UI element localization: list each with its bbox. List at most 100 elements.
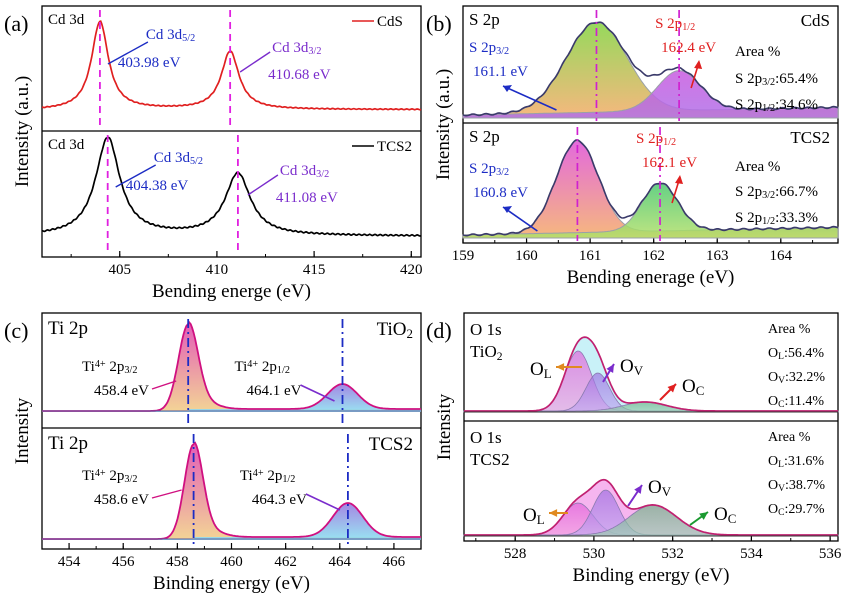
peak-value: 162.4 eV	[661, 40, 716, 56]
component-label: OV	[648, 477, 672, 499]
area-value: OC:29.7%	[768, 502, 825, 518]
area-title: Area %	[735, 159, 780, 175]
x-axis-label: Bending energe (eV)	[152, 281, 311, 302]
spectrum-line	[41, 20, 422, 111]
x-tick-label: 454	[58, 554, 81, 570]
x-axis-label: Binding energy (eV)	[153, 573, 310, 594]
legend-label: CdS	[377, 14, 403, 30]
annotation-arrowhead	[503, 85, 512, 92]
x-tick-label: 464	[329, 554, 352, 570]
y-axis-label: Intensity	[434, 393, 455, 460]
subplot-sample-label: TiO2	[377, 319, 413, 341]
peak-value: 464.1 eV	[246, 383, 301, 399]
area-value: S 2p1/2:34.6%	[735, 97, 818, 114]
panel-a: (a) 405 410 415 420 Bending energe (eV) Intens…	[4, 5, 423, 302]
subplot-sample-label: TCS2	[470, 450, 510, 469]
annotation-arrowhead	[675, 175, 684, 184]
component-label: OC	[714, 504, 736, 526]
panel-label: (a)	[4, 11, 28, 36]
x-tick-label: 159	[452, 248, 475, 264]
component-label: OL	[530, 359, 552, 381]
peak-value: 411.08 eV	[276, 190, 338, 206]
envelope-line	[462, 21, 839, 117]
area-title: Area %	[768, 322, 811, 337]
subplot-sample-label: TCS2	[369, 434, 413, 455]
peak-label: Cd 3d3/2	[272, 40, 321, 57]
panel-c: (c) 454 456 458 460 462 464 466 Binding energy (…	[4, 312, 422, 594]
area-value: S 2p3/2:66.7%	[735, 184, 818, 201]
panel-frame	[41, 312, 422, 550]
component-label: OL	[523, 505, 545, 527]
annotation-arrowhead	[699, 512, 708, 520]
peak-value: 404.38 eV	[126, 178, 189, 194]
annotation-arrow	[151, 489, 182, 499]
area-value: S 2p1/2:33.3%	[735, 210, 818, 227]
x-tick-label: 160	[515, 248, 538, 264]
y-axis-label: Intensity	[12, 397, 33, 464]
peak-value: 410.68 eV	[268, 67, 331, 83]
subplot-element-label: O 1s	[470, 428, 502, 447]
peak-label: S 2p3/2	[469, 40, 509, 57]
peak-label: Ti4+ 2p1/2	[240, 468, 295, 485]
panel-label: (c)	[4, 318, 28, 343]
component-label: OV	[620, 356, 644, 378]
x-tick-label: 161	[579, 248, 602, 264]
x-axis-label: Bending enerage (eV)	[567, 267, 735, 288]
peak-label: S 2p1/2	[636, 131, 676, 148]
subplot-element-label: Ti 2p	[48, 318, 88, 339]
x-tick-label: 536	[819, 546, 842, 562]
peak-value: 160.8 eV	[473, 185, 528, 201]
annotation-arrowhead	[606, 364, 614, 373]
component-label: OC	[682, 376, 704, 398]
peak-label: S 2p1/2	[655, 16, 695, 33]
x-tick-label: 532	[661, 546, 684, 562]
annotation-arrowhead	[634, 485, 642, 494]
annotation-arrow	[502, 206, 538, 232]
x-tick-label: 164	[770, 248, 793, 264]
area-value: OL:56.4%	[768, 346, 824, 362]
peak-value: 162.1 eV	[642, 155, 697, 171]
annotation-arrow	[151, 380, 177, 390]
peak-label: S 2p3/2	[469, 161, 509, 178]
x-tick-label: 420	[400, 262, 423, 278]
panel-label: (d)	[426, 318, 452, 343]
peak-label: Ti4+ 2p3/2	[82, 359, 137, 376]
x-axis-label: Binding energy (eV)	[573, 565, 730, 586]
peak-label: Ti4+ 2p1/2	[234, 359, 289, 376]
peak-value: 458.6 eV	[94, 492, 149, 508]
area-title: Area %	[735, 44, 780, 60]
x-tick-label: 405	[108, 262, 131, 278]
subplot-sample-label: TiO2	[470, 342, 503, 363]
annotation-arrow	[115, 164, 157, 188]
panel-d: (d) 528 530 532 534 536 Binding energy (eV) Int…	[426, 312, 842, 586]
annotation-arrowhead	[556, 363, 565, 371]
x-tick-label: 162	[642, 248, 665, 264]
peak-value: 464.3 eV	[252, 492, 307, 508]
y-axis-label: Intensity (a.u.)	[433, 69, 454, 180]
annotation-arrow	[239, 51, 271, 73]
x-tick-label: 456	[112, 554, 135, 570]
annotation-arrowhead	[503, 206, 512, 213]
peak-label: Cd 3d3/2	[280, 163, 329, 180]
spectrum-line	[41, 136, 422, 237]
x-tick-label: 410	[206, 262, 229, 278]
envelope-line	[462, 139, 839, 237]
subplot-element-label: Ti 2p	[48, 433, 88, 454]
annotation-arrow	[502, 85, 557, 111]
x-tick-label: 530	[583, 546, 606, 562]
annotation-arrow	[300, 384, 335, 402]
area-value: OL:31.6%	[768, 454, 824, 470]
x-tick-label: 415	[303, 262, 326, 278]
x-tick-label: 528	[504, 546, 527, 562]
annotation-arrow	[247, 174, 279, 196]
panel-label: (b)	[426, 11, 452, 36]
x-tick-label: 534	[740, 546, 763, 562]
annotation-arrowhead	[694, 60, 703, 69]
area-value: OV:32.2%	[768, 370, 825, 386]
panel-frame	[463, 312, 839, 542]
subplot-element-label: Cd 3d	[48, 12, 85, 28]
x-tick-label: 163	[706, 248, 729, 264]
panel-frame	[462, 5, 839, 244]
x-tick-label: 460	[220, 554, 243, 570]
